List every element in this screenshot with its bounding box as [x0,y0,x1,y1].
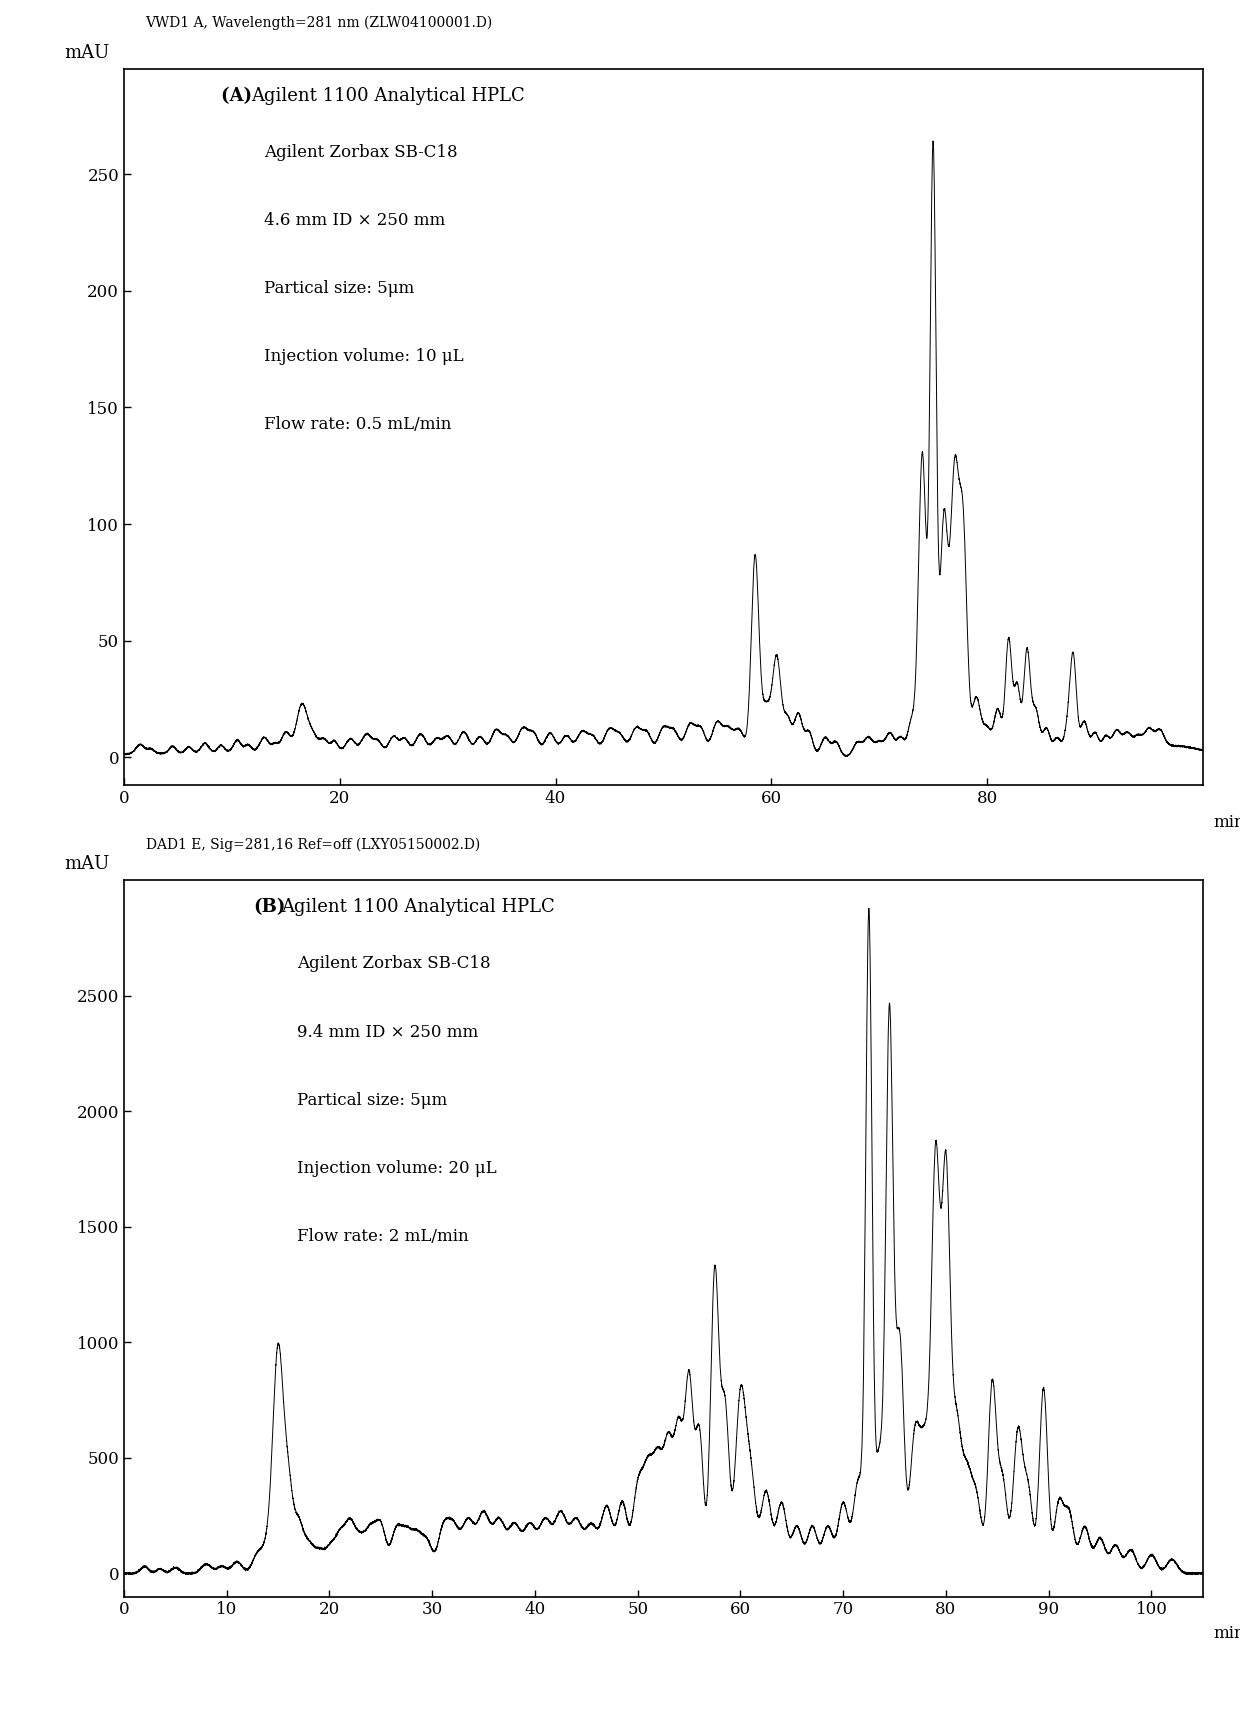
Text: VWD1 A, Wavelength=281 nm (ZLW04100001.D): VWD1 A, Wavelength=281 nm (ZLW04100001.D… [145,16,492,29]
Text: (B): (B) [253,898,286,917]
Text: Partical size: 5μm: Partical size: 5μm [264,280,414,297]
Text: mAU: mAU [64,43,110,62]
Text: Partical size: 5μm: Partical size: 5μm [296,1091,446,1108]
Text: Injection volume: 10 μL: Injection volume: 10 μL [264,349,464,366]
Text: min: min [1214,815,1240,830]
Text: 4.6 mm ID × 250 mm: 4.6 mm ID × 250 mm [264,212,445,230]
Text: (A): (A) [221,86,258,105]
Text: Flow rate: 2 mL/min: Flow rate: 2 mL/min [296,1227,469,1244]
Text: Agilent 1100 Analytical HPLC: Agilent 1100 Analytical HPLC [252,86,525,105]
Text: Agilent 1100 Analytical HPLC: Agilent 1100 Analytical HPLC [281,898,556,917]
Text: min: min [1214,1626,1240,1641]
Text: mAU: mAU [64,854,110,873]
Text: Agilent Zorbax SB-C18: Agilent Zorbax SB-C18 [296,956,490,972]
Text: Injection volume: 20 μL: Injection volume: 20 μL [296,1160,496,1177]
Text: 9.4 mm ID × 250 mm: 9.4 mm ID × 250 mm [296,1024,477,1041]
Text: DAD1 E, Sig=281,16 Ref=off (LXY05150002.D): DAD1 E, Sig=281,16 Ref=off (LXY05150002.… [145,837,480,851]
Text: Flow rate: 0.5 mL/min: Flow rate: 0.5 mL/min [264,416,451,433]
Text: Agilent Zorbax SB-C18: Agilent Zorbax SB-C18 [264,145,458,161]
